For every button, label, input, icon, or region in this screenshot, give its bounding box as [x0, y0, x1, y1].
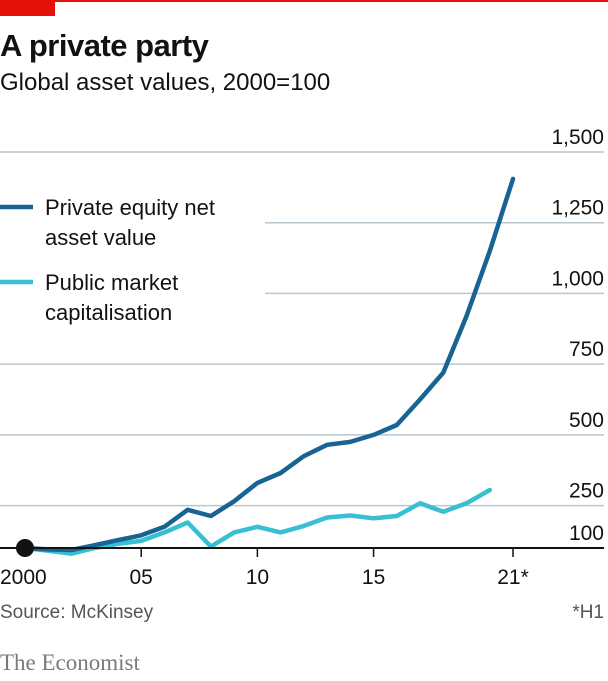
- brand-tag: [0, 0, 55, 16]
- y-tick-label-750: 750: [569, 338, 604, 361]
- source-note: Source: McKinsey: [0, 602, 154, 623]
- legend-label-1-0: Public market: [45, 270, 178, 295]
- x-axis: 2000 05 10 15 21*: [0, 539, 604, 589]
- legend-label-1-1: capitalisation: [45, 300, 172, 325]
- top-rule: [0, 0, 608, 2]
- chart-subtitle: Global asset values, 2000=100: [0, 69, 331, 96]
- gridlines: [0, 151, 604, 507]
- series-line-0: [22, 176, 516, 553]
- y-tick-label-500: 500: [569, 409, 604, 432]
- line-chart: 100 250 500 750 1,000 1,250 1,500 Private equi…: [0, 126, 604, 589]
- x-tick-label-2021: 21*: [497, 566, 529, 589]
- publisher-logo: The Economist: [0, 650, 140, 675]
- legend-label-0-1: asset value: [45, 225, 156, 250]
- x-tick-label-2000: 2000: [0, 566, 47, 589]
- y-tick-label-100: 100: [569, 522, 604, 545]
- chart-title: A private party: [0, 28, 209, 63]
- y-tick-label-1500: 1,500: [551, 126, 604, 149]
- x-tick-label-2015: 15: [362, 566, 385, 589]
- footnote: *H1: [572, 602, 604, 623]
- y-tick-label-250: 250: [569, 480, 604, 503]
- legend: Private equity net asset value Public mark…: [0, 195, 215, 325]
- start-marker-dot: [16, 539, 34, 557]
- y-tick-label-1250: 1,250: [551, 197, 604, 220]
- x-tick-label-2005: 05: [130, 566, 153, 589]
- y-tick-label-1000: 1,000: [551, 267, 604, 290]
- series-line-1: [22, 487, 493, 556]
- x-tick-label-2010: 10: [246, 566, 269, 589]
- y-axis-labels: 100 250 500 750 1,000 1,250 1,500: [551, 126, 604, 545]
- series-lines: [22, 176, 516, 556]
- legend-label-0-0: Private equity net: [45, 195, 215, 220]
